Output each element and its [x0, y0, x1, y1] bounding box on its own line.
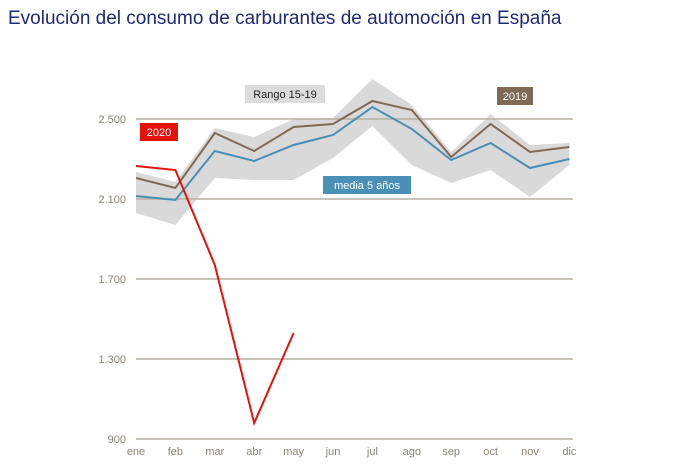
x-tick-label: jun	[325, 446, 341, 458]
legend-2019: 2019	[503, 91, 527, 103]
x-tick-label: ene	[127, 446, 145, 458]
series-line-2019	[135, 99, 570, 190]
x-tick-label: may	[283, 446, 304, 458]
y-tick-label: 1.300	[98, 354, 126, 366]
series-line-2020	[135, 165, 295, 427]
x-tick-label: ago	[403, 446, 421, 458]
legend-media: media 5 años	[334, 180, 401, 192]
y-tick-label: 2.100	[98, 194, 126, 206]
chart-title: Evolución del consumo de carburantes de …	[8, 8, 562, 29]
y-tick-label: 1.700	[98, 274, 126, 286]
legend-range-bg	[245, 85, 325, 103]
legend-2020-bg	[140, 123, 178, 141]
x-tick-label: sep	[442, 446, 460, 458]
x-tick-label: oct	[483, 446, 498, 458]
legend-media-bg	[323, 176, 411, 194]
x-tick-label: jul	[366, 446, 378, 458]
x-tick-label: abr	[246, 446, 262, 458]
legend-2019-bg	[497, 87, 533, 105]
x-tick-label: dic	[562, 446, 577, 458]
y-tick-label: 900	[108, 434, 126, 446]
legend-range: Rango 15-19	[253, 89, 317, 101]
x-tick-label: feb	[168, 446, 183, 458]
x-tick-label: mar	[205, 446, 224, 458]
x-tick-label: nov	[521, 446, 539, 458]
legend-2020: 2020	[147, 127, 171, 139]
series-line-media-5-años	[135, 105, 570, 202]
y-tick-label: 2.500	[98, 114, 126, 126]
